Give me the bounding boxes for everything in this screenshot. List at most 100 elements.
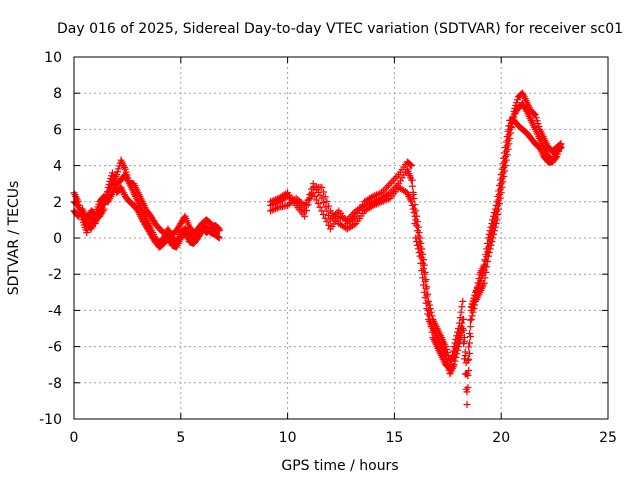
y-tick-label: 10 bbox=[44, 50, 62, 66]
x-axis-label: GPS time / hours bbox=[281, 458, 398, 474]
data-point bbox=[372, 200, 380, 208]
data-point bbox=[466, 330, 474, 338]
data-point bbox=[408, 201, 416, 209]
series-track-c bbox=[70, 169, 223, 251]
data-point bbox=[409, 205, 417, 213]
x-tick-label: 0 bbox=[70, 430, 79, 446]
data-point bbox=[384, 182, 392, 190]
data-point bbox=[414, 223, 422, 231]
data-point bbox=[109, 173, 117, 181]
data-point bbox=[472, 288, 480, 296]
y-tick-label: -10 bbox=[39, 412, 62, 428]
data-point bbox=[505, 122, 513, 130]
data-point bbox=[325, 202, 333, 210]
data-point bbox=[453, 332, 461, 340]
data-point bbox=[490, 209, 498, 217]
data-point bbox=[485, 230, 493, 238]
data-point bbox=[499, 169, 507, 177]
data-point bbox=[215, 225, 223, 233]
data-point bbox=[454, 325, 462, 332]
data-point bbox=[390, 176, 398, 184]
data-point bbox=[495, 191, 503, 199]
data-point bbox=[472, 292, 480, 300]
data-point bbox=[100, 205, 108, 213]
data-point bbox=[501, 144, 509, 151]
data-point bbox=[214, 224, 222, 232]
data-point bbox=[482, 250, 490, 258]
data-point bbox=[383, 196, 391, 204]
data-point bbox=[497, 180, 505, 188]
data-point bbox=[426, 317, 434, 325]
data-point bbox=[458, 303, 466, 311]
y-tick-label: 8 bbox=[53, 86, 62, 102]
plot-frame bbox=[73, 56, 609, 420]
data-point bbox=[406, 160, 414, 168]
data-point bbox=[301, 212, 309, 220]
data-point bbox=[484, 239, 492, 247]
data-point bbox=[378, 198, 386, 206]
data-point bbox=[282, 190, 290, 198]
data-point bbox=[466, 316, 474, 324]
data-point bbox=[407, 162, 415, 170]
data-point bbox=[422, 285, 430, 293]
series-track-f bbox=[267, 116, 565, 396]
data-point bbox=[407, 198, 415, 206]
data-point bbox=[321, 193, 329, 201]
data-point bbox=[342, 215, 350, 223]
data-point bbox=[466, 323, 474, 331]
data-point bbox=[272, 196, 280, 204]
data-point bbox=[499, 160, 507, 168]
data-point bbox=[388, 178, 396, 186]
data-point bbox=[450, 361, 458, 369]
y-axis-label: SDTVAR / TECUs bbox=[6, 181, 22, 296]
data-point bbox=[463, 388, 471, 396]
data-point bbox=[460, 334, 468, 342]
data-points bbox=[70, 89, 565, 409]
data-point bbox=[465, 343, 473, 351]
data-point bbox=[486, 227, 494, 235]
data-point bbox=[503, 133, 511, 141]
data-point bbox=[101, 201, 109, 209]
data-point bbox=[501, 158, 509, 166]
data-point bbox=[371, 201, 379, 209]
data-point bbox=[466, 349, 474, 357]
data-point bbox=[102, 192, 110, 200]
data-point bbox=[502, 147, 510, 155]
data-point bbox=[467, 315, 475, 323]
data-point bbox=[337, 213, 345, 221]
data-point bbox=[110, 177, 118, 185]
data-point bbox=[319, 188, 327, 196]
data-point bbox=[497, 171, 505, 179]
data-point bbox=[503, 142, 511, 150]
data-point bbox=[379, 197, 387, 205]
data-point bbox=[461, 352, 469, 360]
data-point bbox=[111, 181, 119, 189]
data-point bbox=[424, 299, 432, 307]
data-point bbox=[459, 297, 467, 305]
data-point bbox=[448, 351, 456, 359]
data-point bbox=[505, 131, 513, 139]
data-point bbox=[411, 212, 419, 220]
data-point bbox=[420, 270, 428, 278]
data-point bbox=[504, 127, 512, 135]
data-point bbox=[321, 214, 329, 222]
data-point bbox=[500, 154, 508, 162]
data-point bbox=[423, 292, 431, 300]
data-point bbox=[268, 206, 276, 214]
data-point bbox=[374, 199, 382, 207]
data-point bbox=[466, 339, 474, 347]
data-point bbox=[323, 197, 331, 205]
data-point bbox=[428, 328, 436, 336]
data-point bbox=[425, 312, 433, 320]
data-point bbox=[99, 206, 107, 214]
data-point bbox=[490, 212, 498, 220]
data-point bbox=[333, 209, 341, 217]
data-point bbox=[325, 221, 333, 229]
data-point bbox=[449, 347, 457, 355]
data-point bbox=[319, 199, 327, 207]
data-point bbox=[338, 214, 346, 222]
data-point bbox=[482, 257, 490, 265]
data-point bbox=[488, 220, 496, 228]
y-tick-label: -2 bbox=[48, 267, 62, 283]
